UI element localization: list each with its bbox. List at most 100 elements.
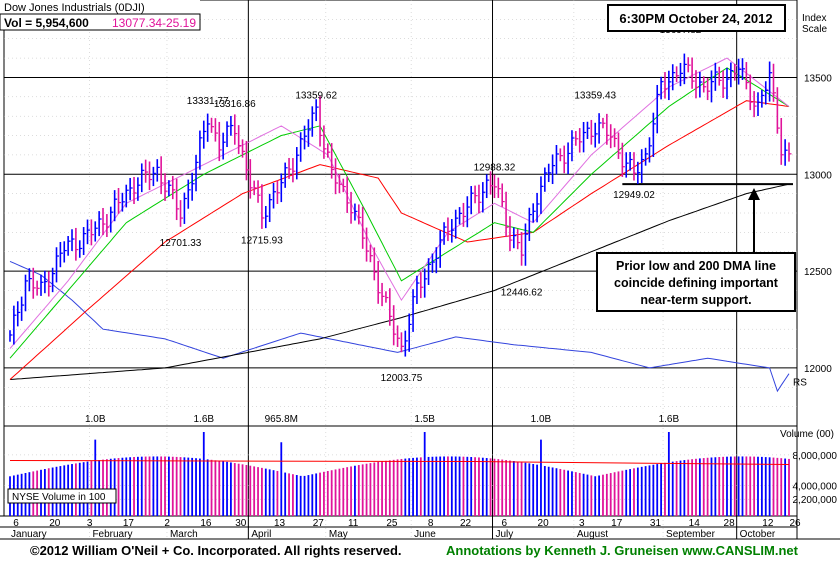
price-bar	[451, 219, 455, 243]
price-bar	[342, 178, 346, 193]
price-bar	[609, 124, 614, 149]
sma50-line	[9, 100, 790, 380]
x-day-tick: 8	[428, 518, 434, 529]
timestamp: 6:30PM October 24, 2012	[619, 11, 772, 26]
price-bar	[206, 113, 211, 142]
price-bar	[706, 77, 711, 101]
price-value-label: 12446.62	[501, 287, 543, 298]
price-bar	[772, 63, 776, 102]
price-bar	[423, 268, 428, 298]
price-bar	[516, 228, 521, 250]
price-bar	[13, 305, 17, 345]
price-bar	[660, 76, 664, 100]
price-bar	[303, 125, 308, 150]
price-bar	[358, 204, 362, 225]
x-day-tick: 20	[538, 518, 550, 529]
x-day-tick: 3	[87, 518, 93, 529]
sma200-line	[9, 183, 790, 380]
price-bar	[652, 112, 656, 157]
price-bar	[137, 177, 141, 201]
price-bar	[633, 152, 637, 181]
price-bar	[509, 216, 513, 252]
price-bar	[327, 143, 331, 158]
x-day-tick: 30	[235, 518, 247, 529]
price-bar	[156, 159, 160, 182]
price-bar	[470, 186, 474, 215]
price-bar	[625, 152, 629, 178]
price-bar	[299, 132, 304, 162]
price-bar	[373, 247, 377, 281]
price-bar	[187, 179, 191, 209]
price-bar	[106, 214, 110, 238]
price-bar	[501, 183, 505, 207]
price-bar	[365, 227, 370, 262]
price-bar	[160, 156, 164, 195]
volume-tick-label: 8,000,000	[793, 451, 838, 462]
price-bar	[24, 274, 29, 312]
price-bars	[9, 53, 792, 357]
price-bar	[94, 221, 98, 242]
price-bar	[664, 72, 668, 99]
price-bar	[40, 274, 44, 296]
price-bar	[408, 313, 412, 352]
x-month-label: May	[329, 529, 348, 540]
x-day-tick: 16	[200, 518, 212, 529]
text-line: Prior low and 200 DMA line	[616, 259, 776, 273]
x-month-label: July	[496, 529, 514, 540]
price-bar	[354, 203, 358, 221]
price-bar	[474, 185, 478, 204]
price-bar	[307, 119, 311, 147]
x-day-tick: 2	[164, 518, 170, 529]
rs-label: RS	[793, 378, 807, 389]
price-bar	[129, 177, 133, 201]
price-bar	[210, 117, 215, 133]
price-bar	[520, 231, 525, 266]
price-bar	[148, 161, 153, 191]
price-bar	[629, 152, 633, 171]
price-bar	[98, 211, 102, 237]
price-value-label: 12715.93	[241, 235, 283, 246]
x-day-tick: 6	[13, 518, 19, 529]
x-month-label: June	[414, 529, 436, 540]
index-scale-label: Index Scale	[802, 13, 827, 35]
x-day-tick: 17	[611, 518, 623, 529]
price-bar	[59, 242, 63, 268]
price-bar	[237, 125, 242, 155]
price-bar	[140, 163, 145, 193]
price-bar	[559, 148, 563, 162]
chart-title: Dow Jones Industrials (0DJI)	[4, 2, 145, 14]
x-month-label: March	[170, 529, 198, 540]
text-line: Scale	[802, 24, 827, 35]
price-bar	[319, 96, 323, 147]
price-bar	[683, 53, 687, 85]
price-bar	[505, 191, 509, 238]
price-bar	[780, 118, 784, 165]
price-bar	[416, 275, 420, 305]
price-bar	[268, 193, 273, 223]
price-bar	[586, 121, 590, 139]
price-bar	[152, 166, 156, 187]
price-bar	[241, 139, 246, 158]
price-bar	[330, 143, 335, 179]
moving-averages	[9, 57, 793, 393]
price-bar	[350, 191, 354, 224]
price-bar	[671, 64, 676, 91]
price-bar	[346, 176, 350, 213]
price-bar	[264, 206, 269, 229]
x-day-tick: 20	[49, 518, 61, 529]
volume-peak-label: 1.6B	[659, 414, 680, 425]
price-bar	[439, 230, 443, 268]
price-bar	[563, 145, 567, 174]
price-bar	[648, 137, 652, 163]
price-bar	[36, 280, 40, 296]
volume-panel-label: NYSE Volume in 100	[12, 492, 106, 503]
price-bar	[311, 106, 315, 137]
rs-line	[9, 260, 790, 393]
price-bar	[109, 206, 114, 233]
price-bar	[710, 70, 714, 103]
price-bar	[164, 173, 168, 201]
price-bar	[513, 227, 517, 249]
price-bar	[9, 330, 13, 342]
price-bar	[551, 154, 556, 185]
price-bar	[171, 175, 176, 200]
